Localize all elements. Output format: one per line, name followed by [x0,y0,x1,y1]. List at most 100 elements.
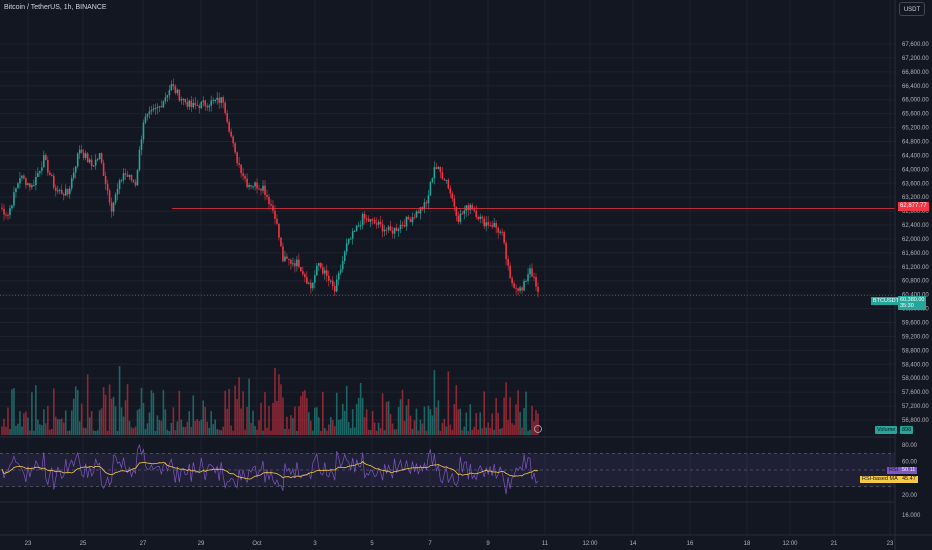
horizontal-line-price-tag: 62,877.77 [898,202,929,211]
volume-bar [80,403,83,435]
candle-body [323,270,326,274]
price-axis-label: 66,000.00 [902,98,929,104]
candle-body [136,169,139,186]
volume-bar [294,406,296,435]
candle-body [126,174,129,177]
volume-bar [517,390,519,435]
volume-bar [429,409,432,435]
volume-bar [106,430,109,435]
replay-icon[interactable] [534,425,542,433]
currency-button[interactable]: USDT [899,2,925,16]
volume-bar [403,420,406,435]
candle-body [158,106,161,108]
volume-bar [140,387,143,435]
volume-bar [31,392,33,435]
price-axis-label: 59,600.00 [902,321,929,327]
candle-body [327,275,330,281]
time-axis-label: 14 [630,541,637,547]
price-axis-label: 65,200.00 [902,126,929,132]
volume-bar [298,406,300,435]
volume-bar [333,425,336,435]
candle-body [27,183,29,186]
volume-bar [527,430,529,435]
volume-bar [353,427,356,435]
volume-bar [17,423,19,435]
candle-body [357,225,360,227]
candle-body [389,226,392,231]
candle-body [212,100,215,102]
volume-bar [150,390,153,435]
volume-bar [383,430,386,435]
volume-bar [160,420,163,435]
volume-bar [1,426,3,435]
candle-body [5,214,7,216]
candle-body [343,251,346,262]
volume-bar [463,426,466,435]
candle-body [385,229,388,231]
price-axis-label: 58,800.00 [902,348,929,354]
symbol-title[interactable]: Bitcoin / TetherUS, 1h, BINANCE [4,4,107,11]
candle-body [399,224,402,230]
candle-body [66,188,69,195]
volume-bar [76,390,79,435]
price-axis-label: 59,200.00 [902,334,929,340]
volume-bar [391,423,394,435]
candle-body [168,90,171,96]
candle-body [156,107,159,109]
candle-body [94,159,97,166]
candle-body [531,268,533,277]
candle-body [515,287,517,289]
candle-body [335,279,338,292]
candle-body [337,272,340,280]
volume-bar [292,418,294,435]
volume-bar [122,416,125,435]
candle-body [144,116,147,123]
volume-bar [238,377,240,435]
volume-bar [499,428,501,435]
candle-body [363,213,366,219]
volume-bar [413,420,416,435]
volume-bar [136,410,139,435]
volume-bar [29,430,31,435]
candle-body [487,222,489,226]
candle-body [413,217,416,219]
volume-bar [70,410,73,435]
candle-body [9,208,11,216]
volume-bar [345,385,348,435]
volume-bar [437,400,440,435]
price-axis-label: 64,000.00 [902,167,929,173]
rsi-axis-label: 60.00 [902,460,918,466]
rsi-ma-value: 45.47 [900,476,918,483]
volume-bar [312,430,314,435]
volume-bar [216,429,218,435]
candle-body [316,265,318,276]
candle-body [200,101,203,109]
volume-bar [515,404,517,435]
volume-bar [120,407,123,435]
candle-body [523,281,525,291]
candlesticks[interactable] [1,78,539,298]
volume-bar [170,422,173,435]
volume-bar [248,378,250,435]
volume-bar [186,421,189,435]
candle-body [445,179,448,181]
volume-bar [208,427,211,435]
candle-body [188,100,191,107]
rsi-pane [0,436,895,503]
candle-body [74,166,77,173]
volume-bar [7,407,9,435]
candle-body [88,159,91,163]
candle-body [252,186,254,188]
volume-bar [246,406,248,435]
volume-bar [124,400,127,435]
candle-body [246,178,248,188]
volume-value: 898 [900,426,914,434]
candle-body [345,243,348,252]
candle-body [64,188,67,196]
candle-body [511,278,513,284]
volume-bar [126,384,129,435]
volume-bar [21,426,23,435]
volume-bar [467,430,470,435]
candle-body [447,179,450,189]
